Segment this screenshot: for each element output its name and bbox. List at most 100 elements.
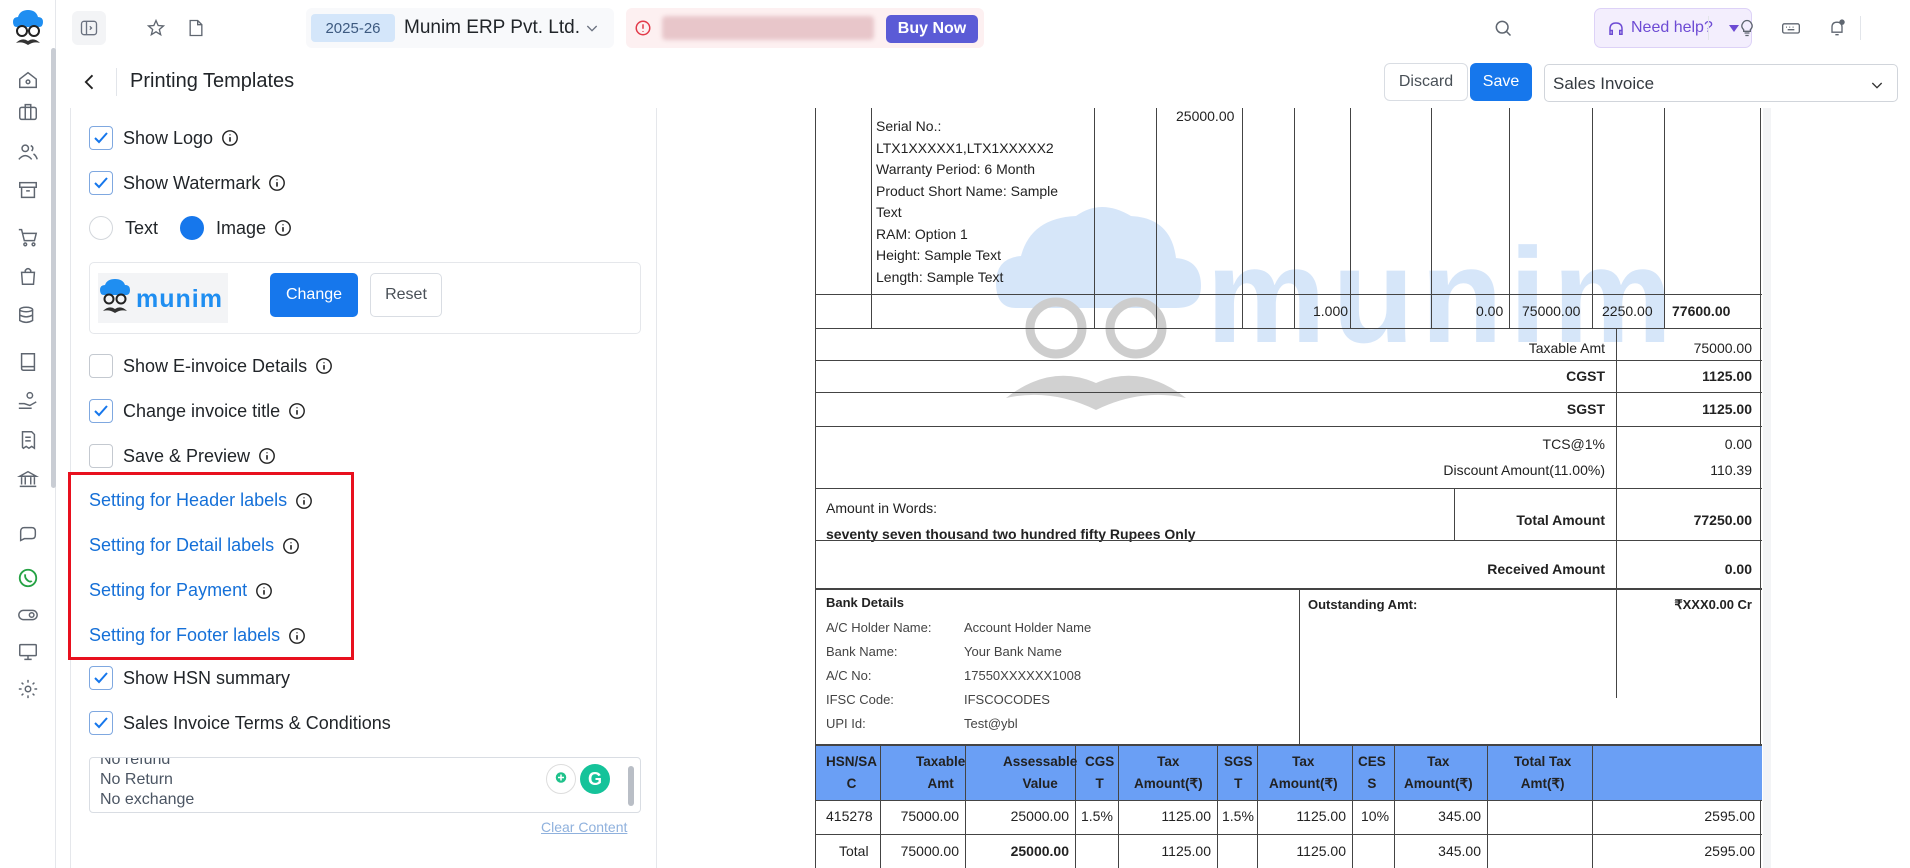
item-total: 77600.00 <box>1672 303 1731 319</box>
save-button[interactable]: Save <box>1470 63 1532 101</box>
save-preview-checkbox[interactable] <box>89 444 113 468</box>
hsn-col-header: HSN/SA C <box>826 754 878 791</box>
watermark-text-label[interactable]: Text <box>125 217 159 238</box>
terms-line: No Return <box>100 771 173 788</box>
sidebar-rail <box>0 0 56 868</box>
company-name: Munim ERP Pvt. Ltd. <box>404 17 580 38</box>
watermark-image-label[interactable]: Image <box>216 217 267 238</box>
watermark-wordmark: munim <box>1206 220 1679 371</box>
payment-hand-icon[interactable] <box>16 388 40 412</box>
sidebar-toggle-icon[interactable] <box>72 11 106 45</box>
rail-scrollbar[interactable] <box>51 48 56 488</box>
received-amount-label: Received Amount <box>1487 561 1605 577</box>
info-icon <box>296 492 313 509</box>
tcs-value: 0.00 <box>1724 436 1752 452</box>
show-watermark-row[interactable]: Show Watermark <box>89 171 286 195</box>
book-icon[interactable] <box>16 350 40 374</box>
terms-textarea[interactable]: No refund No Return No exchange G <box>89 757 641 813</box>
terms-checkbox[interactable] <box>89 711 113 735</box>
users-icon[interactable] <box>16 140 40 164</box>
discard-button[interactable]: Discard <box>1384 63 1468 101</box>
change-logo-button[interactable]: Change <box>270 273 358 317</box>
footer-labels-link[interactable]: Setting for Footer labels <box>89 625 306 646</box>
munim-logo-icon[interactable] <box>11 7 45 51</box>
info-icon <box>275 220 291 236</box>
show-logo-row[interactable]: Show Logo <box>89 126 239 150</box>
info-icon <box>316 358 332 374</box>
monitor-icon[interactable] <box>16 640 40 664</box>
item-taxable: 75000.00 <box>1522 303 1581 319</box>
home-icon[interactable] <box>16 68 40 92</box>
sgst-label: SGST <box>1566 401 1605 417</box>
textarea-scrollbar[interactable] <box>628 766 634 806</box>
watermark-image-radio[interactable] <box>180 216 205 240</box>
payment-label[interactable]: Setting for Payment <box>89 580 248 600</box>
receipt-icon[interactable] <box>16 428 40 452</box>
taxable-col-header: Taxable Amt <box>916 754 966 791</box>
hsn-summary-label: Show HSN summary <box>123 667 291 688</box>
header-labels-label[interactable]: Setting for Header labels <box>89 490 288 510</box>
item-details: Serial No.: LTX1XXXXX1,LTX1XXXXX2 Warran… <box>876 118 1059 285</box>
watermark-text-radio[interactable] <box>89 216 113 240</box>
hsn-cell: 2595.00 <box>1704 808 1755 824</box>
template-select-value: Sales Invoice <box>1553 74 1655 93</box>
buy-now-button[interactable]: Buy Now <box>886 15 978 43</box>
hsn-cell: 1125.00 <box>1296 808 1346 824</box>
keyboard-icon[interactable] <box>1774 11 1808 45</box>
back-arrow-icon[interactable] <box>80 72 100 92</box>
trial-banner: Buy Now <box>626 8 984 48</box>
settings-gear-icon[interactable] <box>16 677 40 701</box>
change-title-row[interactable]: Change invoice title <box>89 399 306 423</box>
change-title-checkbox[interactable] <box>89 399 113 423</box>
database-icon[interactable] <box>16 303 40 327</box>
archive-icon[interactable] <box>16 178 40 202</box>
invoice-document: munim Serial No.: LTX1XXXXX1,LTX1XXXXX2 … <box>815 108 1762 868</box>
highlight-box <box>68 472 354 660</box>
star-icon[interactable] <box>139 11 173 45</box>
template-select[interactable]: Sales Invoice <box>1544 64 1898 102</box>
outstanding-value: ₹XXX0.00 Cr <box>1674 597 1752 612</box>
detail-labels-label[interactable]: Setting for Detail labels <box>89 535 275 555</box>
payment-link[interactable]: Setting for Payment <box>89 580 273 601</box>
hsn-summary-checkbox[interactable] <box>89 666 113 690</box>
show-einvoice-checkbox[interactable] <box>89 354 113 378</box>
cgst-value: 1125.00 <box>1702 368 1752 384</box>
save-preview-row[interactable]: Save & Preview <box>89 444 276 468</box>
search-icon[interactable] <box>1486 11 1520 45</box>
show-watermark-checkbox[interactable] <box>89 171 113 195</box>
footer-labels-label[interactable]: Setting for Footer labels <box>89 625 281 645</box>
clear-content-link[interactable]: Clear Content <box>541 819 628 835</box>
terms-row[interactable]: Sales Invoice Terms & Conditions <box>89 711 391 735</box>
info-icon <box>269 175 286 191</box>
ai-suggestion-icon[interactable] <box>546 764 576 794</box>
hsn-cell: 415278 <box>826 808 873 824</box>
briefcase-icon[interactable] <box>16 100 40 124</box>
financial-year-badge[interactable]: 2025-26 <box>311 14 395 42</box>
total-amount-label: Total Amount <box>1516 512 1605 528</box>
logo-wordmark: munim <box>136 285 223 313</box>
hsn-cell: 1125.00 <box>1161 808 1211 824</box>
chat-icon[interactable] <box>16 523 40 547</box>
need-help-button[interactable]: Need help? <box>1594 8 1752 48</box>
chevron-down-icon[interactable] <box>584 20 600 36</box>
hsn-summary-row[interactable]: Show HSN summary <box>89 666 290 690</box>
header-labels-link[interactable]: Setting for Header labels <box>89 490 313 511</box>
notification-bell-icon[interactable] <box>1820 11 1854 45</box>
whatsapp-icon[interactable] <box>16 566 40 590</box>
detail-labels-link[interactable]: Setting for Detail labels <box>89 535 300 556</box>
hsn-total-cell: 1125.00 <box>1161 843 1211 859</box>
toggle-icon[interactable] <box>16 603 40 627</box>
shopping-bag-icon[interactable] <box>16 264 40 288</box>
show-logo-checkbox[interactable] <box>89 126 113 150</box>
file-icon[interactable] <box>179 11 213 45</box>
reset-logo-button[interactable]: Reset <box>370 273 442 317</box>
lightbulb-icon[interactable] <box>1730 11 1764 45</box>
company-selector[interactable]: 2025-26 Munim ERP Pvt. Ltd. <box>306 8 614 48</box>
outstanding-label: Outstanding Amt: <box>1308 597 1418 612</box>
info-icon <box>256 582 273 599</box>
bank-icon[interactable] <box>16 467 40 491</box>
preview-scroll-track <box>1763 108 1771 868</box>
show-einvoice-row[interactable]: Show E-invoice Details <box>89 354 333 378</box>
grammarly-icon[interactable]: G <box>580 764 610 794</box>
cart-icon[interactable] <box>16 225 40 249</box>
